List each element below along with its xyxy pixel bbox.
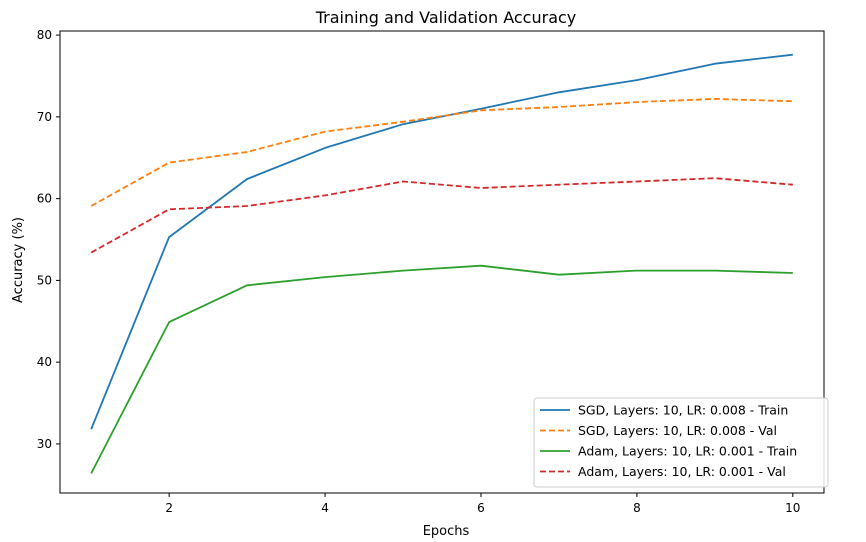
series-line-2 bbox=[90, 98, 793, 207]
legend-label-1: SGD, Layers: 10, LR: 0.008 - Train bbox=[578, 403, 788, 418]
chart-title: Training and Validation Accuracy bbox=[315, 8, 577, 27]
legend-label-4: Adam, Layers: 10, LR: 0.001 - Val bbox=[578, 464, 786, 479]
x-tick-label: 8 bbox=[633, 501, 641, 515]
y-tick-label: 70 bbox=[37, 110, 52, 124]
x-tick-label: 6 bbox=[477, 501, 485, 515]
x-axis-title: Epochs bbox=[423, 524, 470, 539]
legend: SGD, Layers: 10, LR: 0.008 - Train SGD, L… bbox=[533, 397, 829, 488]
series-line-4 bbox=[90, 177, 793, 254]
y-axis-title: Accuracy (%) bbox=[11, 217, 26, 303]
y-tick-label: 30 bbox=[37, 437, 52, 451]
x-tick-label: 4 bbox=[321, 501, 329, 515]
series-line-3 bbox=[90, 264, 793, 474]
legend-label-2: SGD, Layers: 10, LR: 0.008 - Val bbox=[578, 423, 777, 438]
x-tick-label: 2 bbox=[165, 501, 173, 515]
legend-label-3: Adam, Layers: 10, LR: 0.001 - Train bbox=[578, 444, 797, 459]
plot-area: 2 4 6 8 10 30 40 50 60 70 80 bbox=[37, 28, 825, 515]
x-tick-label: 10 bbox=[785, 501, 800, 515]
y-tick-label: 80 bbox=[37, 28, 52, 42]
y-tick-label: 60 bbox=[37, 192, 52, 206]
y-tick-label: 50 bbox=[37, 273, 52, 287]
axes-frame bbox=[59, 30, 825, 494]
legend-box bbox=[533, 397, 829, 488]
y-tick-label: 40 bbox=[37, 355, 52, 369]
